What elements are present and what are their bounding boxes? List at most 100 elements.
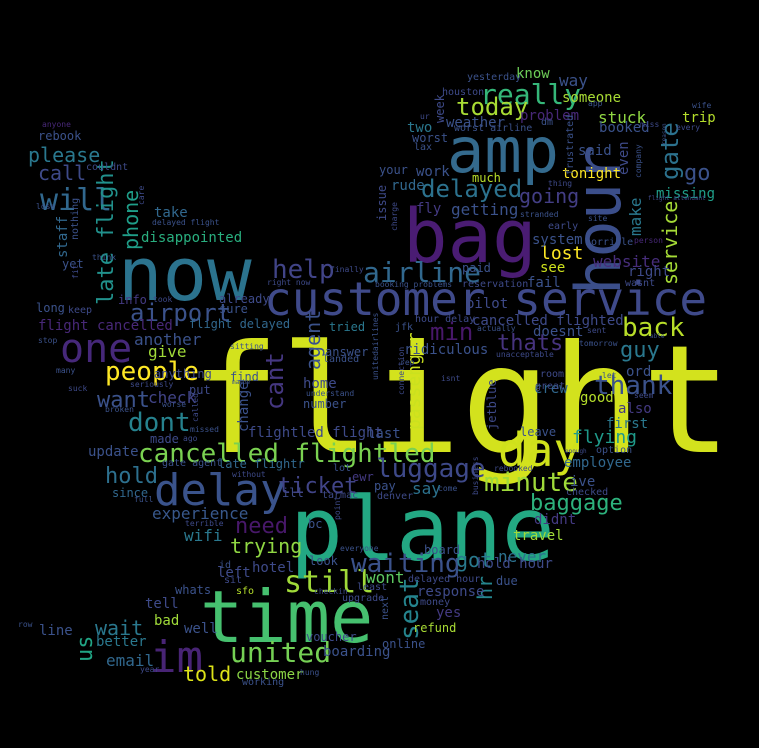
cloud-word-tonight: tonight xyxy=(562,166,621,182)
cloud-word-weather: weather xyxy=(446,115,505,131)
cloud-word-hr: hr xyxy=(473,576,497,600)
cloud-word-seem: seem xyxy=(634,391,653,400)
cloud-word-able: able xyxy=(650,333,665,340)
cloud-word-wifi: wifi xyxy=(184,526,223,545)
cloud-word-lax: lax xyxy=(414,142,432,153)
cloud-word-problem: problem xyxy=(520,108,579,124)
cloud-word-better: better xyxy=(96,634,147,650)
cloud-word-call: call xyxy=(38,161,86,185)
cloud-word-working: working xyxy=(242,677,284,688)
cloud-word-enough: enough xyxy=(565,448,587,455)
cloud-word-minute: minute xyxy=(484,468,578,498)
cloud-word-late-flight: late flight xyxy=(94,159,119,305)
cloud-word-say: say xyxy=(412,479,441,498)
cloud-word-thing: thing xyxy=(548,179,572,188)
cloud-word-bad: bad xyxy=(154,613,179,629)
cloud-word-reason: reason xyxy=(661,123,668,145)
cloud-word-good: good xyxy=(580,390,614,406)
cloud-word-charge: charge xyxy=(390,202,399,231)
cloud-word-long: long xyxy=(36,301,65,315)
cloud-word-thank: thank xyxy=(594,371,673,401)
cloud-word-never: never xyxy=(498,547,547,566)
cloud-word-seat: seat xyxy=(395,577,425,640)
cloud-word-disappointed: disappointed xyxy=(141,230,242,246)
cloud-word-rep: rep xyxy=(400,358,415,367)
cloud-word-houston: houston xyxy=(442,87,484,98)
cloud-word-sitting: sitting xyxy=(230,342,264,351)
cloud-word-united: united xyxy=(230,636,331,669)
cloud-word-find: find xyxy=(230,370,259,384)
cloud-word-jfk: jfk xyxy=(395,322,413,333)
cloud-word-plane: plane xyxy=(290,478,555,581)
cloud-word-since: since xyxy=(112,486,148,500)
cloud-word-stop: stop xyxy=(38,336,57,345)
cloud-word-keep: keep xyxy=(68,305,92,316)
cloud-word-tomorrow: tomorrow xyxy=(579,339,618,348)
cloud-word-back: back xyxy=(622,313,685,343)
cloud-word-worse: worse xyxy=(162,400,186,409)
cloud-word-staff: staff xyxy=(55,216,71,258)
cloud-word-check: check xyxy=(148,388,197,407)
cloud-word-trying: trying xyxy=(230,534,302,558)
cloud-word-guy: guy xyxy=(620,338,660,363)
cloud-word-gate-agent: gate agent xyxy=(162,458,222,469)
cloud-word-doesnt: doesnt xyxy=(533,324,584,340)
cloud-word-ive: ive xyxy=(570,474,595,490)
cloud-word-yesterday: yesterday xyxy=(467,72,521,83)
cloud-word-airline: airline xyxy=(363,256,481,289)
cloud-word-flight-delayed: flight delayed xyxy=(189,317,290,331)
cloud-word-ord: ord xyxy=(626,364,651,380)
cloud-word-delayed-flight: delayed flight xyxy=(152,218,220,227)
cloud-word-ago: ago xyxy=(183,434,198,443)
cloud-word-every: every xyxy=(676,123,700,132)
cloud-word-delayed: delayed xyxy=(421,175,522,203)
cloud-word-voucher: voucher xyxy=(306,630,357,644)
cloud-word-app: app xyxy=(588,99,603,108)
cloud-word-delay: delay xyxy=(154,465,286,516)
cloud-word-missed: missed xyxy=(190,425,219,434)
cloud-word-much: much xyxy=(472,171,501,185)
cloud-word-experience: experience xyxy=(152,504,248,523)
cloud-word-lose: lose xyxy=(36,202,55,211)
cloud-word-leave: leave xyxy=(520,425,556,439)
cloud-word-really: really xyxy=(480,78,581,111)
cloud-word-late-flightr: late flightr xyxy=(218,457,305,471)
cloud-word-answer: answer xyxy=(325,345,368,359)
cloud-word-waiting: waiting xyxy=(351,549,461,579)
cloud-word-early: early xyxy=(548,221,578,232)
cloud-word-thats: thats xyxy=(497,331,563,356)
cloud-word-let: let xyxy=(602,371,617,380)
cloud-word-sit: sit xyxy=(224,575,242,586)
cloud-word-great: great xyxy=(535,381,565,392)
cloud-word-issue: issue xyxy=(375,185,389,221)
cloud-word-response: response xyxy=(417,584,484,600)
cloud-word-booking-problems: booking problems xyxy=(375,280,452,289)
cloud-word-site: site xyxy=(588,214,607,223)
cloud-word-rude: rude xyxy=(391,178,425,194)
cloud-word-next: next xyxy=(380,596,391,620)
cloud-word-person: person xyxy=(634,236,663,245)
cloud-word-will: will xyxy=(40,183,112,218)
cloud-word-min: min xyxy=(430,318,473,346)
cloud-word-now: now xyxy=(118,232,252,318)
cloud-word-money: money xyxy=(420,597,450,608)
cloud-word-hour: hour xyxy=(562,146,635,295)
cloud-word-one: one xyxy=(60,326,132,372)
cloud-word-didnt: didnt xyxy=(534,512,576,528)
cloud-word-ill: ill xyxy=(282,486,304,500)
cloud-word-miss: miss xyxy=(640,120,659,129)
cloud-word-ur: ur xyxy=(420,112,430,121)
cloud-word-cant: cant xyxy=(261,352,289,410)
cloud-word-even: even xyxy=(616,141,632,175)
cloud-word-wont: wont xyxy=(366,568,405,587)
cloud-word-trip: trip xyxy=(682,110,716,126)
cloud-word-pilot: pilot xyxy=(466,296,508,312)
cloud-word-customer: customer xyxy=(236,667,303,683)
cloud-word-sure: sure xyxy=(219,302,248,316)
cloud-word-wife: wife xyxy=(692,101,711,110)
cloud-word-tarmac: tarmac xyxy=(322,490,358,501)
cloud-word-ticket: ticket xyxy=(278,474,357,499)
cloud-word-took: took xyxy=(153,295,172,304)
